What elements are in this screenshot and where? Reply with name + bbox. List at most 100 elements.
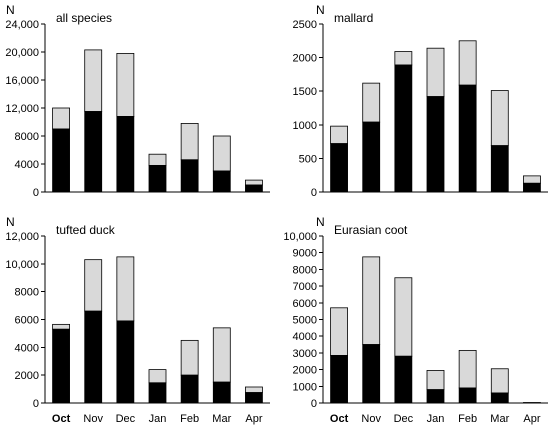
bar-upper-segment <box>490 90 509 147</box>
bar-lower-segment <box>394 64 413 193</box>
bar-lower-segment <box>490 392 509 404</box>
y-tick-label: 12,000 <box>5 231 39 243</box>
bar-upper-segment <box>52 323 70 330</box>
x-tick-label: Mar <box>490 413 509 425</box>
y-tick-label: 3000 <box>293 348 317 360</box>
bar-lower-segment <box>394 355 413 404</box>
bar-lower-segment <box>426 96 445 193</box>
y-axis-label: N <box>6 215 15 229</box>
bar-upper-segment <box>180 339 199 376</box>
x-tick-label: Nov <box>361 413 381 425</box>
y-tick-label: 2500 <box>293 19 317 31</box>
y-tick-label: 0 <box>33 187 39 199</box>
y-tick-label: 2000 <box>293 365 317 377</box>
bar-lower-segment <box>458 84 477 193</box>
bar-lower-segment <box>180 159 199 193</box>
y-tick-label: 10,000 <box>283 231 317 243</box>
bar-lower-segment <box>426 389 445 404</box>
x-tick-label: Feb <box>180 413 199 425</box>
bar-upper-segment <box>362 256 381 345</box>
bar-lower-segment <box>458 387 477 404</box>
x-tick-label: Apr <box>245 413 262 425</box>
bar-upper-segment <box>116 256 135 322</box>
x-tick-label: Oct <box>52 413 71 425</box>
bar-lower-segment <box>245 184 263 193</box>
bar-lower-segment <box>362 121 381 193</box>
y-tick-label: 16,000 <box>5 75 39 87</box>
bar-upper-segment <box>212 135 231 172</box>
bar-lower-segment <box>330 143 348 193</box>
bar-lower-segment <box>330 355 348 404</box>
bar-upper-segment <box>458 40 477 86</box>
bar-upper-segment <box>84 49 103 112</box>
y-tick-label: 8000 <box>293 264 317 276</box>
y-tick-label: 7000 <box>293 281 317 293</box>
panel-title: Eurasian coot <box>334 223 408 237</box>
y-tick-label: 5000 <box>293 315 317 327</box>
panel-title: mallard <box>334 11 373 25</box>
y-tick-label: 500 <box>299 153 317 165</box>
y-tick-label: 0 <box>311 398 317 410</box>
bar-upper-segment <box>148 153 167 166</box>
bar-upper-segment <box>458 349 477 389</box>
panel-eurasian-coot: 0 1000 2000 3000 4000 5000 6000 7000 8000 9000 10,… <box>283 215 548 425</box>
x-tick-label: Jan <box>149 413 167 425</box>
y-axis-label: N <box>6 3 15 17</box>
x-tick-label: Mar <box>212 413 231 425</box>
x-tick-label: Oct <box>330 413 349 425</box>
bar-lower-segment <box>245 392 263 404</box>
bar-upper-segment <box>212 327 231 383</box>
bar-upper-segment <box>394 51 413 66</box>
y-tick-label: 8000 <box>15 131 39 143</box>
bar-upper-segment <box>426 370 445 391</box>
bar-lower-segment <box>84 310 103 404</box>
y-tick-label: 2000 <box>293 53 317 65</box>
bar-lower-segment <box>148 164 167 193</box>
bar-lower-segment <box>212 381 231 404</box>
x-tick-label: Nov <box>83 413 103 425</box>
bar-upper-segment <box>180 123 199 161</box>
bar-upper-segment <box>330 125 348 145</box>
y-tick-label: 8000 <box>15 287 39 299</box>
bar-lower-segment <box>180 374 199 404</box>
y-tick-label: 4000 <box>15 342 39 354</box>
bar-lower-segment <box>523 182 541 193</box>
x-tick-label: Feb <box>458 413 477 425</box>
y-tick-label: 0 <box>311 187 317 199</box>
bar-upper-segment <box>116 53 135 117</box>
x-tick-label: Apr <box>523 413 540 425</box>
bar-lower-segment <box>212 170 231 193</box>
bar-lower-segment <box>362 344 381 404</box>
y-tick-label: 2000 <box>15 370 39 382</box>
bar-lower-segment <box>52 128 70 193</box>
y-tick-label: 9000 <box>293 248 317 260</box>
y-tick-label: 0 <box>33 398 39 410</box>
y-tick-label: 4000 <box>293 331 317 343</box>
x-tick-label: Dec <box>116 413 136 425</box>
bar-upper-segment <box>245 179 263 186</box>
bar-upper-segment <box>426 47 445 97</box>
bar-upper-segment <box>330 307 348 356</box>
bar-upper-segment <box>362 82 381 123</box>
bar-upper-segment <box>245 386 263 393</box>
x-tick-label: Jan <box>427 413 445 425</box>
y-tick-label: 1000 <box>293 120 317 132</box>
bar-upper-segment <box>394 277 413 357</box>
panel-title: all species <box>56 11 112 25</box>
bar-upper-segment <box>148 369 167 384</box>
bar-upper-segment <box>52 107 70 130</box>
y-tick-label: 24,000 <box>5 19 39 31</box>
y-tick-label: 20,000 <box>5 47 39 59</box>
y-tick-label: 4000 <box>15 159 39 171</box>
bar-upper-segment <box>84 259 103 312</box>
bar-lower-segment <box>490 145 509 193</box>
y-tick-label: 6000 <box>293 298 317 310</box>
y-tick-label: 10,000 <box>5 259 39 271</box>
y-tick-label: 12,000 <box>5 103 39 115</box>
y-tick-label: 1000 <box>293 381 317 393</box>
bar-lower-segment <box>148 382 167 404</box>
